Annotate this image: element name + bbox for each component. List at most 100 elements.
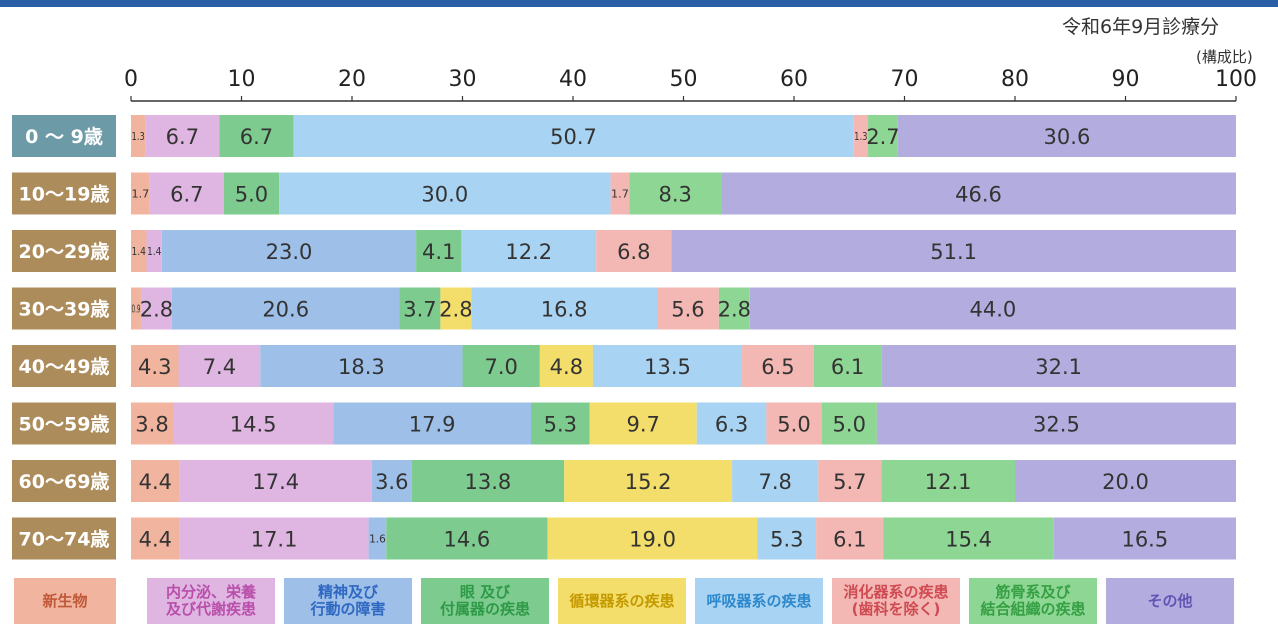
data-label: 16.5: [1121, 528, 1168, 552]
x-tick-label: 80: [1001, 67, 1029, 92]
data-label: 4.4: [139, 528, 172, 552]
data-label: 5.0: [235, 183, 268, 207]
bar-segment: [766, 402, 822, 445]
bar-segment: [386, 517, 548, 560]
data-label: 7.0: [484, 355, 517, 379]
data-label: 4.3: [138, 355, 171, 379]
category-label: 70～74歳: [19, 529, 110, 551]
category-label: 20～29歳: [19, 241, 110, 263]
data-label: 12.2: [505, 240, 552, 264]
bar-segment: [461, 230, 597, 272]
legend-item: 内分泌、栄養 及び代謝疾患: [147, 578, 275, 624]
data-label: 20.6: [262, 298, 309, 322]
bar-segment: [293, 115, 854, 157]
bar-segment: [883, 517, 1054, 560]
bar-segment: [368, 517, 387, 560]
x-tick-label: 90: [1112, 67, 1140, 92]
legend-item: その他: [1106, 578, 1234, 624]
bar-segment: [471, 287, 657, 330]
top-band: [0, 0, 1278, 7]
data-label: 13.8: [465, 470, 512, 494]
data-label: 3.8: [135, 413, 168, 437]
category-label-box: [12, 517, 116, 560]
category-label: 50～59歳: [19, 414, 110, 436]
data-label: 7.4: [203, 355, 236, 379]
bar-segment: [876, 402, 1236, 445]
bar-segment: [149, 172, 224, 215]
bar-segment: [881, 460, 1015, 502]
data-label: 6.7: [170, 183, 203, 207]
bar-segment: [131, 402, 173, 445]
bar-segment: [531, 402, 590, 445]
bar-segment: [161, 230, 417, 272]
data-label: 32.1: [1035, 355, 1082, 379]
bar-segment: [547, 517, 758, 560]
bar-segment: [462, 345, 540, 387]
bar-segment: [416, 230, 462, 272]
bar-segment: [732, 460, 819, 502]
unit-note: (構成比): [1196, 48, 1253, 66]
stacked-bar-chart: 0 10 20 30 40 50 60 70 80 90 100 0 ～ 9歳 1.3 6.7 6.7 50.…: [12, 67, 1257, 560]
bar-segment: [589, 402, 697, 445]
data-label: 4.1: [422, 240, 455, 264]
bar-segment: [853, 115, 869, 157]
category-label-box: [12, 230, 116, 272]
bar-segment: [1053, 517, 1236, 560]
bar-segment: [131, 287, 141, 330]
data-label: 19.0: [629, 528, 676, 552]
bar-segment: [656, 287, 719, 330]
data-label: 15.4: [945, 528, 992, 552]
bar-segment: [721, 172, 1236, 215]
x-tick-label: 10: [228, 67, 256, 92]
bar-segment: [145, 115, 220, 157]
bar-segment: [171, 287, 400, 330]
legend-item: 筋骨系及び 結合組織の疾患: [969, 578, 1097, 624]
bar-segment: [260, 345, 463, 387]
x-tick-label: 100: [1215, 67, 1257, 92]
bar-segment: [399, 287, 441, 330]
category-label: 10～19歳: [19, 184, 110, 206]
category-label: 0 ～ 9歳: [25, 126, 103, 148]
data-label: 1.3: [854, 130, 867, 143]
category-label-box: [12, 287, 116, 330]
data-label: 3.7: [403, 298, 436, 322]
bar-segment: [371, 460, 412, 502]
data-label: 17.9: [409, 413, 456, 437]
bar-segment: [868, 115, 898, 157]
bar-segment: [813, 345, 882, 387]
data-label: 0.9: [132, 303, 141, 316]
category-label: 40～49歳: [19, 356, 110, 378]
bar-segment: [179, 517, 369, 560]
legend-item: 精神及び 行動の障害: [284, 578, 412, 624]
data-label: 5.6: [671, 298, 704, 322]
data-label: 9.7: [626, 413, 659, 437]
data-label: 6.7: [240, 125, 273, 149]
bar-segment: [131, 345, 179, 387]
bar-segment: [178, 345, 261, 387]
category-label: 30～39歳: [19, 299, 110, 321]
bar-segment: [757, 517, 817, 560]
bar-segment: [671, 230, 1236, 272]
bar-segment: [818, 460, 882, 502]
category-label: 60～69歳: [19, 471, 110, 493]
data-label: 51.1: [930, 240, 977, 264]
bar-segment: [440, 287, 472, 330]
bar-segment: [172, 402, 334, 445]
bar-segment: [131, 517, 180, 560]
x-tick-label: 50: [670, 67, 698, 92]
data-label: 3.6: [375, 470, 408, 494]
bar-segment: [140, 287, 172, 330]
data-label: 16.8: [541, 298, 588, 322]
bar-segment: [696, 402, 767, 445]
data-label: 8.3: [659, 183, 692, 207]
data-label: 5.0: [833, 413, 866, 437]
bar-segment: [223, 172, 280, 215]
bar-segment: [131, 172, 150, 215]
legend-item: 眼 及び 付属器の疾患: [421, 578, 549, 624]
data-label: 5.7: [833, 470, 866, 494]
x-tick-label: 0: [124, 67, 138, 92]
legend-item: 呼吸器系の疾患: [695, 578, 823, 624]
data-label: 7.8: [759, 470, 792, 494]
bar-segment: [749, 287, 1236, 330]
data-label: 23.0: [266, 240, 313, 264]
